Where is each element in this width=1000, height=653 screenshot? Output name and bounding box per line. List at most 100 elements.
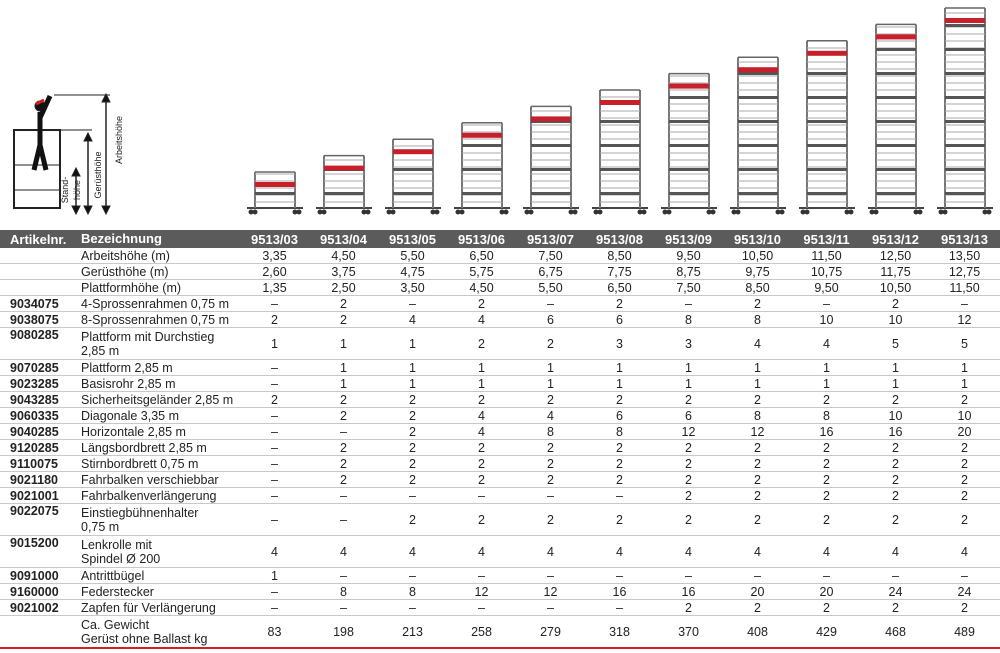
- scaffold-part: [317, 209, 323, 215]
- scaffold-part: [873, 209, 879, 215]
- cell-value: 2: [892, 440, 899, 455]
- article-number: 9110075: [10, 456, 58, 471]
- cell-value: 2: [961, 472, 968, 487]
- scaffold-part: [869, 209, 875, 215]
- cell-value: 1: [547, 376, 554, 391]
- cell-value: 3: [616, 336, 623, 351]
- designation-line: Ca. Gewicht: [81, 617, 150, 632]
- cell-value: 83: [267, 624, 282, 639]
- table-row: 9043285 Sicherheitsgeländer 2,85 m 2 2 2 2 2 2 2…: [0, 392, 1000, 408]
- table-row: 9060335 Diagonale 3,35 m – 2 2 4 4 6 6 8 8 10 10: [0, 408, 1000, 424]
- cell-value: –: [616, 488, 623, 503]
- cell-value: 8: [754, 312, 761, 327]
- cell-value: 4: [547, 408, 554, 423]
- cell-value: 8: [616, 424, 623, 439]
- designation: Sicherheitsgeländer 2,85 m: [75, 393, 240, 407]
- cell-value: 2: [340, 296, 347, 311]
- cell-value: 10: [957, 408, 972, 423]
- cell-value: 1: [685, 360, 692, 375]
- designation-line: Sicherheitsgeländer 2,85 m: [81, 392, 234, 407]
- table-row: 9021002 Zapfen für Verlängerung – – – – – – 2 2 2 2…: [0, 600, 1000, 616]
- scaffold-part: [390, 209, 396, 215]
- scaffold-part: [568, 209, 574, 215]
- cell-value: 6,50: [469, 248, 494, 263]
- cell-value: 2: [409, 408, 416, 423]
- table-row: 9080285 Plattform mit Durchstieg 2,85 m 1 1 1…: [0, 328, 1000, 360]
- cell-value: 2: [409, 424, 416, 439]
- scaffold-part: [669, 83, 709, 89]
- scaffold-part: [255, 182, 295, 187]
- cell-value: 13,50: [948, 248, 981, 263]
- cell-value: –: [271, 456, 278, 471]
- cell-value: 12: [474, 584, 489, 599]
- cell-value: –: [271, 424, 278, 439]
- scaffold-part: [600, 192, 640, 195]
- article-number: 9021001: [10, 488, 59, 503]
- cell-value: 2: [478, 392, 485, 407]
- cell-value: 6: [616, 312, 623, 327]
- cell-value: 2: [754, 456, 761, 471]
- table-row: Gerüsthöhe (m) 2,60 3,75 4,75 5,75 6,75 7,75 8,…: [0, 264, 1000, 280]
- designation-line: Antrittbügel: [81, 568, 145, 583]
- cell-value: 279: [540, 624, 561, 639]
- cell-value: 2: [478, 456, 485, 471]
- cell-value: 2: [685, 512, 692, 527]
- scaffold-part: [945, 120, 985, 123]
- cell-value: 2: [340, 312, 347, 327]
- cell-value: 1: [685, 376, 692, 391]
- cell-value: 10,75: [810, 264, 843, 279]
- cell-value: 2: [547, 336, 554, 351]
- cell-value: 2: [409, 456, 416, 471]
- cell-value: 1: [892, 360, 899, 375]
- scaffold-part: [531, 144, 571, 147]
- cell-value: 4: [547, 544, 554, 559]
- cell-value: –: [547, 488, 554, 503]
- cell-value: –: [616, 568, 623, 583]
- designation-line: Basisrohr 2,85 m: [81, 376, 176, 391]
- scaffold-part: [669, 192, 709, 195]
- cell-value: –: [478, 600, 485, 615]
- cell-value: 8: [823, 408, 830, 423]
- cell-value: 3,75: [331, 264, 356, 279]
- cell-value: 2: [547, 392, 554, 407]
- cell-value: –: [340, 600, 347, 615]
- cell-value: 6: [685, 408, 692, 423]
- cell-value: 4: [961, 544, 968, 559]
- scaffold-part: [876, 72, 916, 75]
- table-row: 9091000 Antrittbügel 1 – – – – – – – – – –: [0, 568, 1000, 584]
- cell-value: –: [271, 376, 278, 391]
- designation-line: Federstecker: [81, 584, 154, 599]
- table-row: 9015200 Lenkrolle mit Spindel Ø 200 4 4 4 4 4 4 4…: [0, 536, 1000, 568]
- cell-value: 4: [823, 336, 830, 351]
- cell-value: 10,50: [879, 280, 912, 295]
- scaffold-part: [738, 72, 778, 75]
- scaffold-part: [393, 149, 433, 155]
- cell-value: 4,50: [331, 248, 356, 263]
- cell-value: 2: [961, 488, 968, 503]
- scaffold-part: [738, 96, 778, 99]
- cell-value: 5,75: [469, 264, 494, 279]
- scaffold-part: [945, 24, 985, 27]
- cell-value: 3,50: [400, 280, 425, 295]
- scaffold-part: [669, 120, 709, 123]
- scaffold-part: [292, 209, 298, 215]
- scaffold-part: [503, 209, 509, 215]
- cell-value: 1,35: [262, 280, 287, 295]
- table-row: 9070285 Plattform 2,85 m – 1 1 1 1 1 1 1 1 1 1: [0, 360, 1000, 376]
- cell-value: –: [271, 360, 278, 375]
- cell-value: 489: [954, 624, 975, 639]
- designation: Zapfen für Verlängerung: [75, 601, 240, 615]
- cell-value: 2: [616, 296, 623, 311]
- scaffold-part: [572, 209, 578, 215]
- cell-value: 4: [271, 544, 278, 559]
- cell-value: 10: [888, 408, 903, 423]
- cell-value: 1: [478, 360, 485, 375]
- cell-value: 11,50: [949, 280, 980, 295]
- table-row: Arbeitshöhe (m) 3,35 4,50 5,50 6,50 7,50 8,50 9…: [0, 248, 1000, 264]
- cell-value: 8: [340, 584, 347, 599]
- article-number: 9021002: [10, 600, 59, 615]
- cell-value: –: [547, 296, 554, 311]
- cell-value: 2: [685, 472, 692, 487]
- table-row: 9160000 Federstecker – 8 8 12 12 16 16 20 20 24 24: [0, 584, 1000, 600]
